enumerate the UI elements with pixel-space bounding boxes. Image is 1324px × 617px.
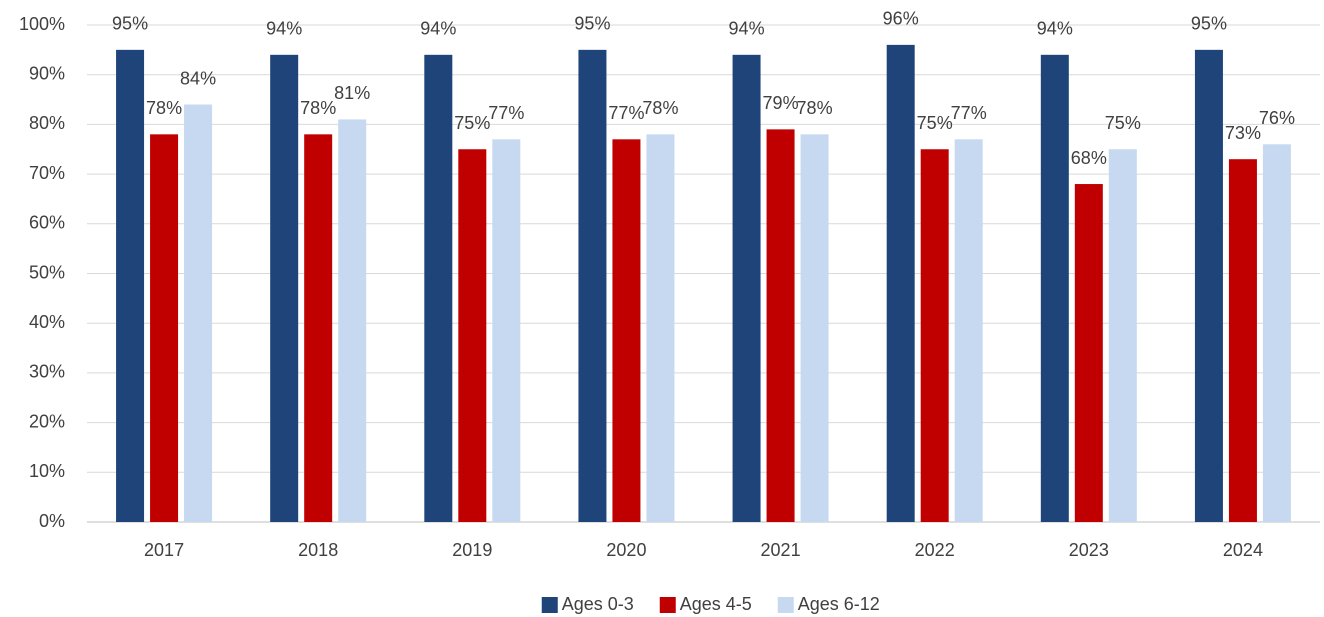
legend-label: Ages 4-5 <box>680 594 752 614</box>
data-label: 75% <box>1105 113 1141 133</box>
y-tick-label: 60% <box>29 213 65 233</box>
bar <box>732 54 761 522</box>
legend-swatch <box>659 597 676 613</box>
data-label: 81% <box>334 83 370 103</box>
y-tick-label: 70% <box>29 163 65 183</box>
data-label: 73% <box>1225 123 1261 143</box>
data-label: 77% <box>488 103 524 123</box>
data-label: 95% <box>574 14 610 34</box>
data-label: 78% <box>146 98 182 118</box>
legend-label: Ages 0-3 <box>562 594 634 614</box>
data-label: 75% <box>917 113 953 133</box>
data-label: 78% <box>797 98 833 118</box>
data-label: 68% <box>1071 148 1107 168</box>
bar <box>920 149 949 522</box>
bar <box>1262 144 1291 522</box>
x-tick-label: 2023 <box>1069 540 1109 560</box>
bar <box>116 49 145 522</box>
bar <box>304 134 333 522</box>
y-tick-label: 50% <box>29 262 65 282</box>
x-tick-label: 2024 <box>1223 540 1263 560</box>
data-label: 96% <box>883 9 919 29</box>
bar <box>1074 184 1103 523</box>
bar <box>886 44 915 522</box>
bar <box>1228 159 1257 522</box>
data-label: 84% <box>180 68 216 88</box>
x-tick-label: 2019 <box>452 540 492 560</box>
bar <box>270 54 299 522</box>
x-tick-label: 2020 <box>606 540 646 560</box>
x-tick-label: 2018 <box>298 540 338 560</box>
bar <box>954 139 983 522</box>
bar <box>424 54 453 522</box>
x-tick-label: 2021 <box>761 540 801 560</box>
bar <box>646 134 675 522</box>
bar <box>1040 54 1069 522</box>
x-tick-label: 2017 <box>144 540 184 560</box>
bar <box>492 139 521 522</box>
data-label: 79% <box>763 93 799 113</box>
data-label: 94% <box>266 19 302 39</box>
legend-swatch <box>541 597 558 613</box>
bar <box>338 119 367 523</box>
bar <box>612 139 641 522</box>
bar <box>766 129 795 522</box>
data-label: 94% <box>729 19 765 39</box>
data-label: 75% <box>454 113 490 133</box>
y-tick-label: 80% <box>29 113 65 133</box>
bar <box>458 149 487 522</box>
data-label: 94% <box>1037 19 1073 39</box>
data-label: 76% <box>1259 108 1295 128</box>
data-label: 95% <box>112 14 148 34</box>
x-tick-label: 2022 <box>915 540 955 560</box>
data-label: 95% <box>1191 14 1227 34</box>
y-tick-label: 10% <box>29 461 65 481</box>
bar <box>578 49 607 522</box>
data-label: 94% <box>420 19 456 39</box>
y-tick-label: 30% <box>29 362 65 382</box>
data-label: 78% <box>642 98 678 118</box>
y-tick-label: 90% <box>29 63 65 83</box>
y-tick-label: 100% <box>19 14 65 34</box>
bar <box>184 104 213 523</box>
data-label: 78% <box>300 98 336 118</box>
y-tick-label: 20% <box>29 411 65 431</box>
bar <box>150 134 179 522</box>
y-tick-label: 0% <box>39 511 65 531</box>
legend-label: Ages 6-12 <box>798 594 880 614</box>
bar <box>1194 49 1223 522</box>
y-tick-label: 40% <box>29 312 65 332</box>
bar <box>1108 149 1137 522</box>
bar <box>800 134 829 522</box>
data-label: 77% <box>951 103 987 123</box>
legend-swatch <box>777 597 794 613</box>
data-label: 77% <box>608 103 644 123</box>
